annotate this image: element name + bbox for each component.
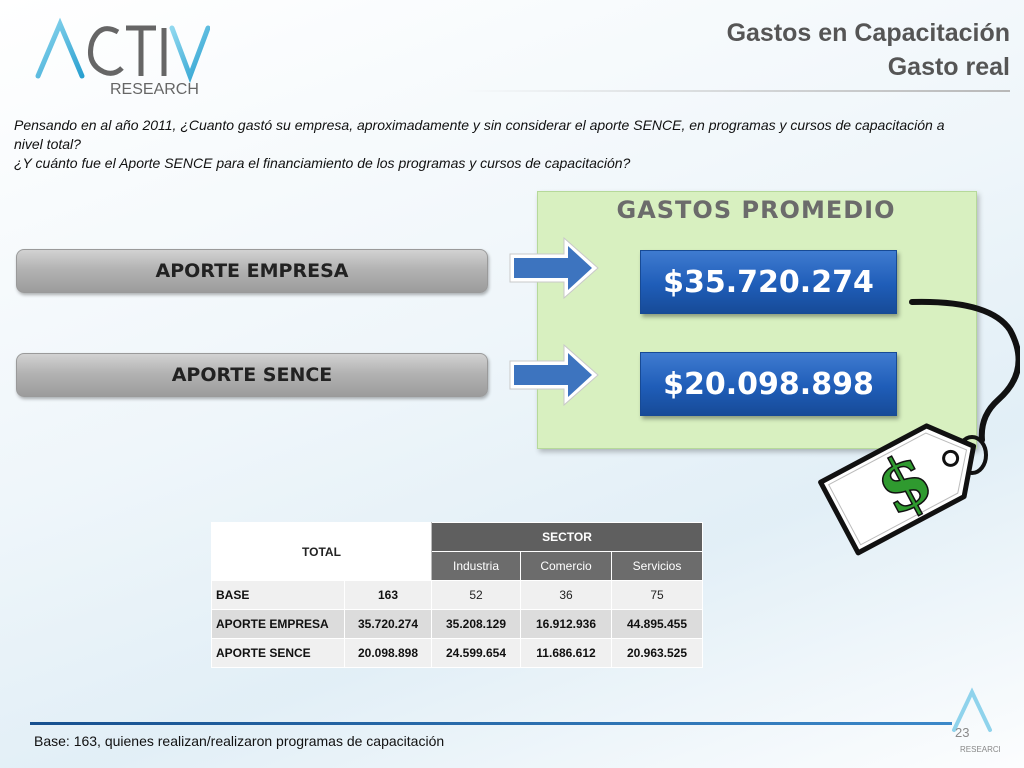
aporte-empresa-label: APORTE EMPRESA	[16, 249, 488, 293]
dollar-tag-icon: $	[818, 298, 1020, 556]
table-header-industria: Industria	[431, 551, 521, 581]
page-number: 23	[955, 725, 970, 740]
title-divider	[460, 90, 1010, 92]
row-industria: 35.208.129	[431, 609, 521, 639]
row-label: BASE	[211, 580, 345, 610]
small-logo-text: RESEARCH	[960, 745, 1000, 754]
activa-logo-icon: RESEARCH	[35, 17, 210, 98]
arrow-right-icon	[509, 236, 599, 300]
table-header-comercio: Comercio	[520, 551, 612, 581]
question-line-2: ¿Y cuánto fue el Aporte SENCE para el fi…	[14, 155, 631, 171]
gastos-promedio-title: GASTOS PROMEDIO	[616, 196, 896, 224]
aporte-sence-label: APORTE SENCE	[16, 353, 488, 397]
table-header-sector: SECTOR	[431, 522, 703, 552]
row-servicios: 75	[611, 580, 703, 610]
survey-question: Pensando en al año 2011, ¿Cuanto gastó s…	[14, 116, 974, 173]
table-row: APORTE SENCE 20.098.898 24.599.654 11.68…	[211, 638, 703, 668]
row-label: APORTE EMPRESA	[211, 609, 345, 639]
table-row: BASE 163 52 36 75	[211, 580, 703, 610]
row-total: 163	[344, 580, 432, 610]
row-servicios: 44.895.455	[611, 609, 703, 639]
logo-research-text: RESEARCH	[110, 81, 199, 98]
row-comercio: 11.686.612	[520, 638, 612, 668]
row-total: 20.098.898	[344, 638, 432, 668]
row-industria: 24.599.654	[431, 638, 521, 668]
footer-divider	[30, 722, 952, 725]
row-servicios: 20.963.525	[611, 638, 703, 668]
table-header-servicios: Servicios	[611, 551, 703, 581]
base-note: Base: 163, quienes realizan/realizaron p…	[34, 733, 445, 749]
aporte-empresa-value: $35.720.274	[640, 250, 897, 314]
row-comercio: 16.912.936	[520, 609, 612, 639]
aporte-sence-value: $20.098.898	[640, 352, 897, 416]
activa-small-logo-icon: RESEARCH	[952, 687, 1000, 754]
row-comercio: 36	[520, 580, 612, 610]
table-row: APORTE EMPRESA 35.720.274 35.208.129 16.…	[211, 609, 703, 639]
table-header-total: TOTAL	[211, 522, 432, 581]
gasto-table: TOTAL SECTOR Industria Comercio Servicio…	[211, 522, 703, 668]
row-total: 35.720.274	[344, 609, 432, 639]
arrow-right-icon	[509, 343, 599, 407]
title-line-1: Gastos en Capacitación	[726, 19, 1010, 47]
title-line-2: Gasto real	[887, 53, 1010, 81]
row-label: APORTE SENCE	[211, 638, 345, 668]
question-line-1: Pensando en al año 2011, ¿Cuanto gastó s…	[14, 117, 945, 152]
slide-title: Gastos en Capacitación Gasto real	[727, 16, 1010, 84]
row-industria: 52	[431, 580, 521, 610]
